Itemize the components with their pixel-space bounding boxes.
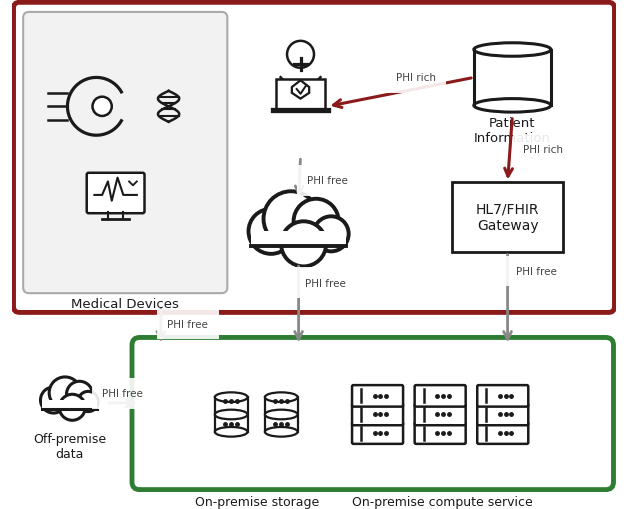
Bar — [42, 400, 97, 409]
Circle shape — [49, 377, 81, 409]
FancyBboxPatch shape — [23, 13, 227, 294]
FancyBboxPatch shape — [414, 404, 466, 426]
FancyBboxPatch shape — [477, 422, 528, 444]
Circle shape — [92, 98, 112, 117]
Circle shape — [293, 200, 338, 244]
Ellipse shape — [215, 410, 247, 419]
FancyBboxPatch shape — [414, 422, 466, 444]
Circle shape — [40, 387, 67, 413]
Bar — [215, 398, 247, 432]
FancyBboxPatch shape — [132, 338, 614, 490]
Text: On-premise storage: On-premise storage — [195, 495, 319, 508]
Text: Patient
Information: Patient Information — [474, 117, 551, 145]
Circle shape — [78, 391, 99, 412]
FancyBboxPatch shape — [352, 404, 403, 426]
FancyBboxPatch shape — [477, 404, 528, 426]
FancyBboxPatch shape — [477, 385, 528, 407]
Ellipse shape — [265, 392, 298, 402]
FancyBboxPatch shape — [14, 3, 614, 313]
Text: HL7/FHIR
Gateway: HL7/FHIR Gateway — [476, 203, 539, 233]
Text: PHI free: PHI free — [168, 319, 208, 329]
Circle shape — [264, 192, 318, 247]
Polygon shape — [292, 81, 309, 99]
Circle shape — [67, 382, 92, 408]
Ellipse shape — [265, 410, 298, 419]
Ellipse shape — [474, 99, 551, 113]
FancyBboxPatch shape — [87, 174, 144, 214]
FancyBboxPatch shape — [276, 80, 325, 111]
Text: PHI rich: PHI rich — [396, 73, 436, 83]
Text: Off-premise
data: Off-premise data — [33, 432, 106, 460]
Ellipse shape — [215, 427, 247, 437]
Circle shape — [281, 222, 326, 267]
Circle shape — [249, 209, 293, 254]
Text: PHI free: PHI free — [307, 176, 348, 186]
Bar — [474, 50, 551, 106]
Text: PHI free: PHI free — [516, 267, 557, 276]
FancyBboxPatch shape — [352, 385, 403, 407]
Ellipse shape — [265, 427, 298, 437]
Ellipse shape — [215, 392, 247, 402]
FancyBboxPatch shape — [414, 385, 466, 407]
Bar — [265, 398, 298, 432]
Bar — [251, 232, 346, 247]
Circle shape — [59, 394, 85, 420]
FancyBboxPatch shape — [352, 422, 403, 444]
Bar — [452, 183, 563, 252]
Text: PHI free: PHI free — [305, 278, 346, 288]
Text: Medical Devices: Medical Devices — [72, 297, 179, 310]
Text: PHI rich: PHI rich — [523, 145, 563, 155]
Text: On-premise compute service: On-premise compute service — [352, 495, 533, 508]
Circle shape — [287, 42, 314, 69]
Circle shape — [313, 217, 349, 252]
Text: PHI free: PHI free — [102, 388, 143, 399]
Ellipse shape — [474, 44, 551, 57]
